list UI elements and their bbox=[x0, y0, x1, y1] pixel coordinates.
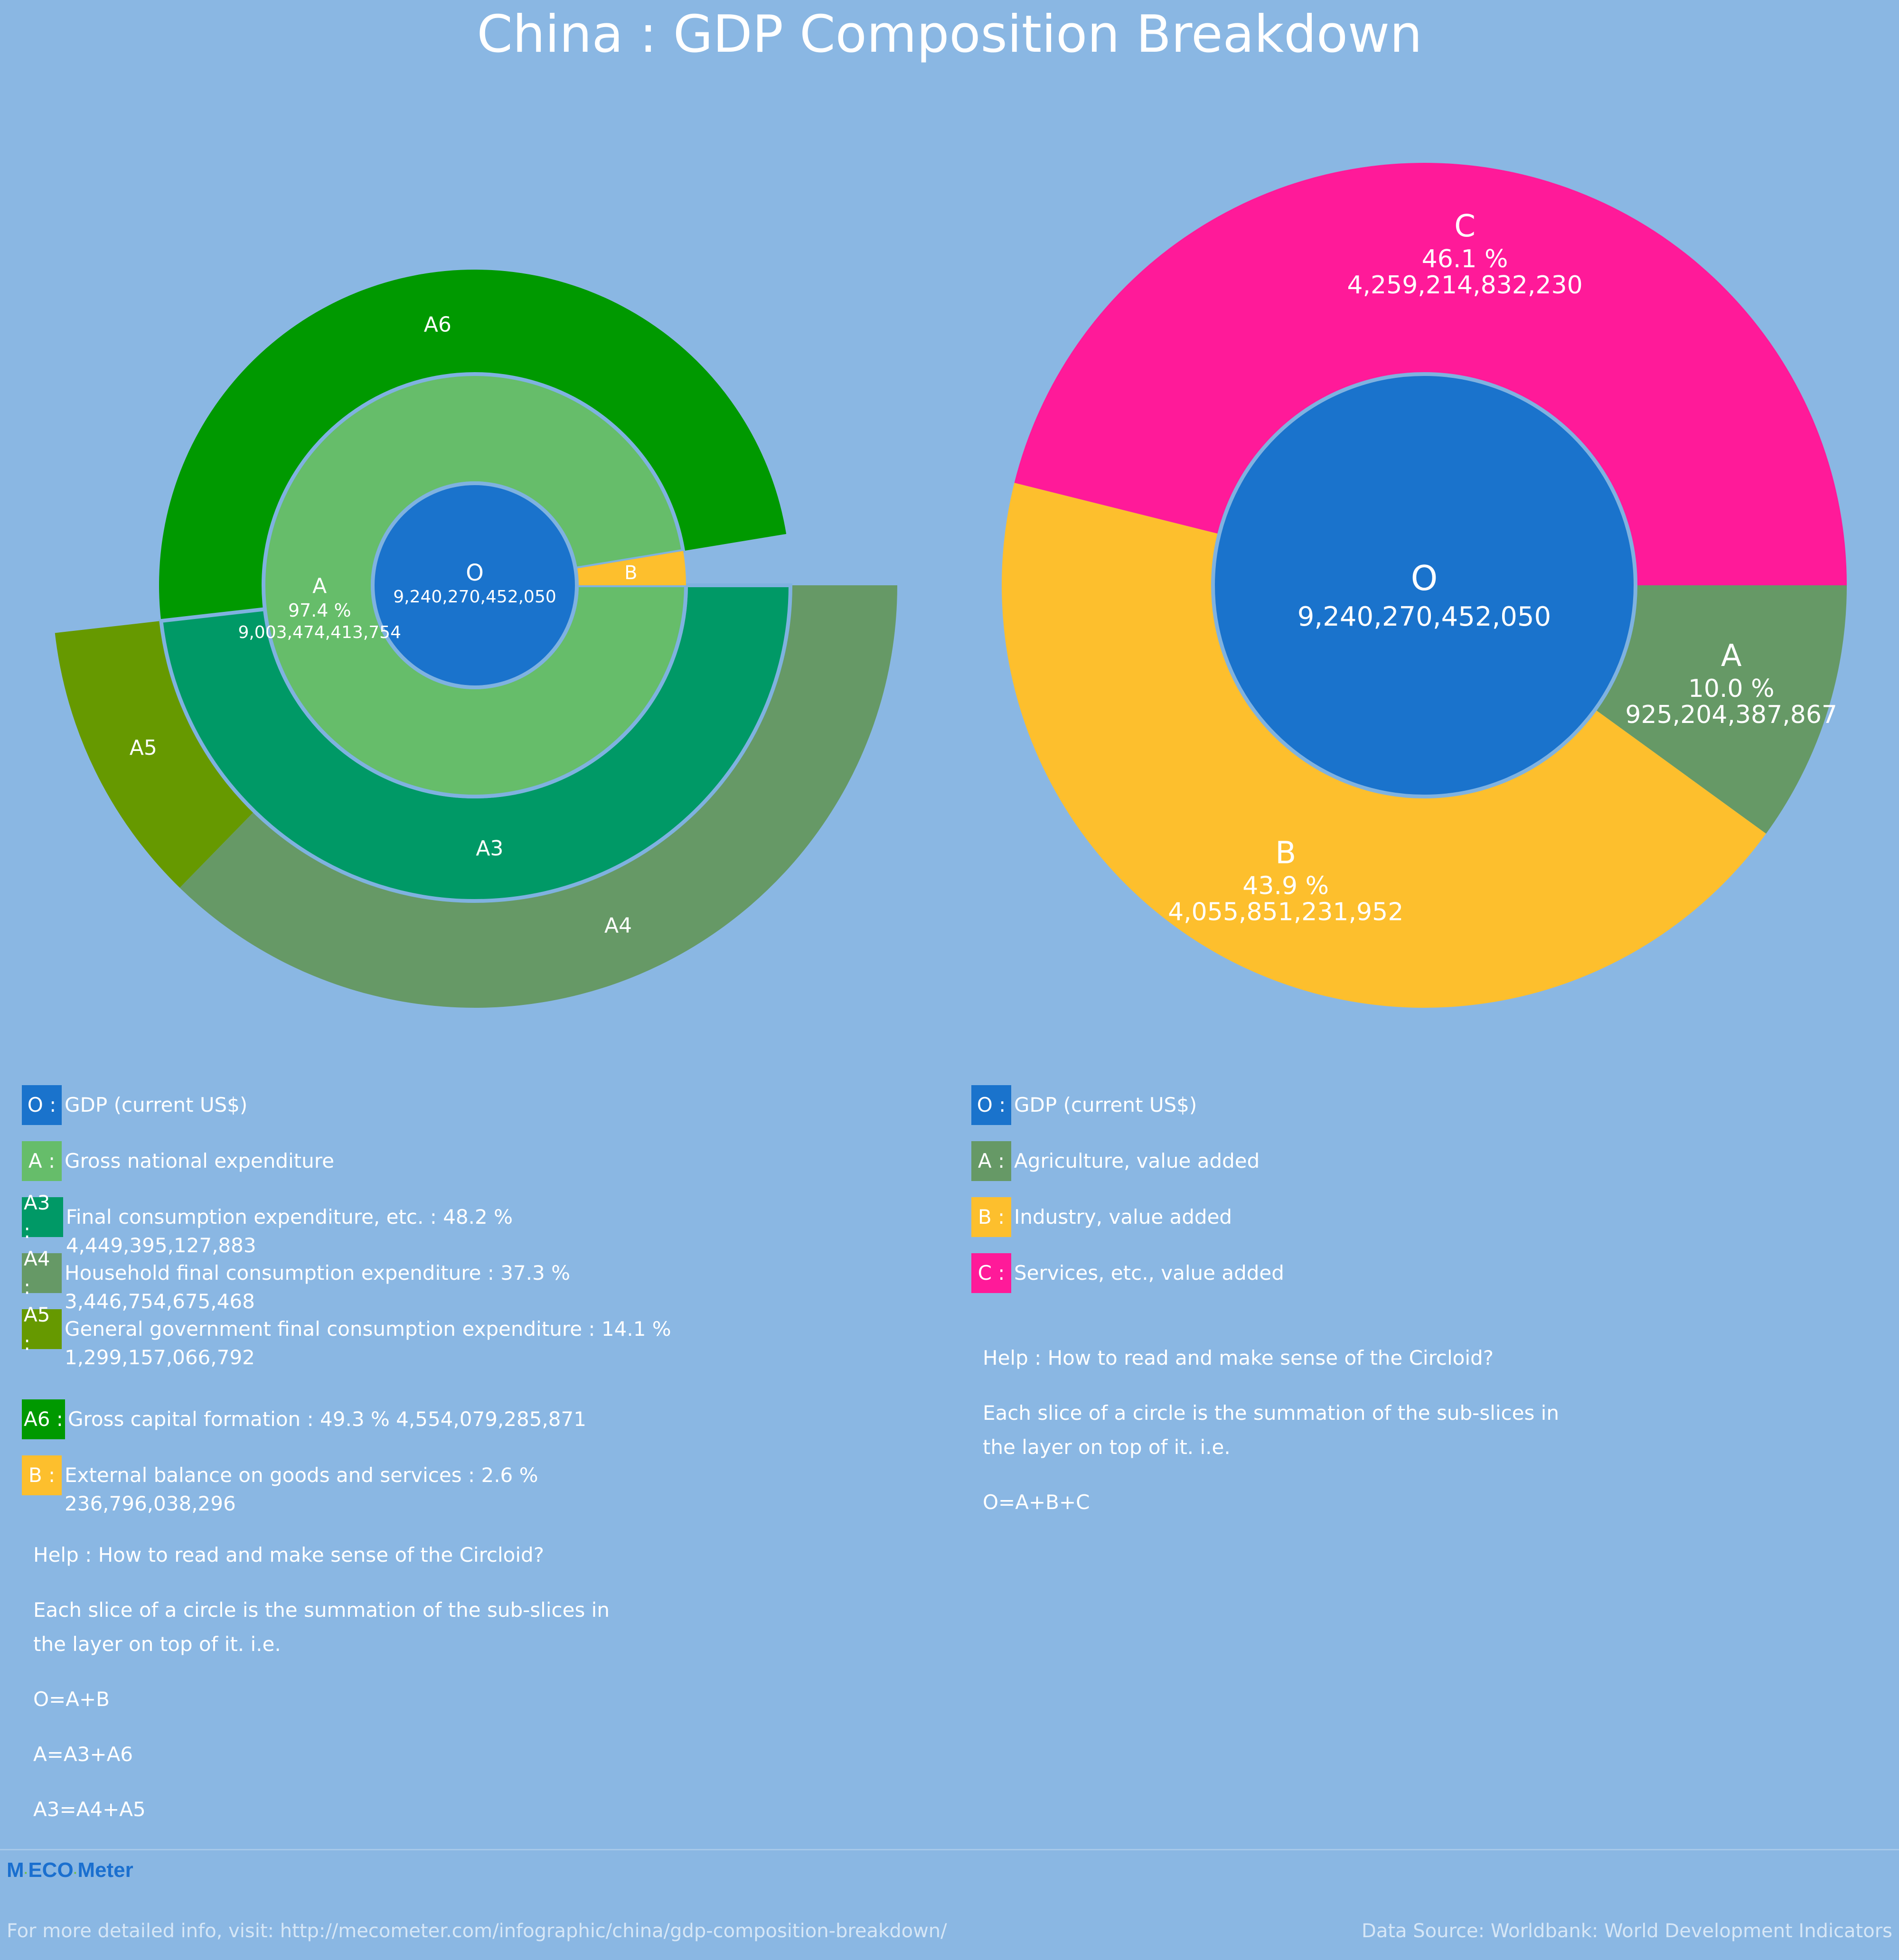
help-right-heading: Help : How to read and make sense of the… bbox=[983, 1346, 1494, 1369]
legend-left-item-a5: A5 : General government final consumption… bbox=[22, 1303, 677, 1372]
donut-center-o bbox=[1211, 372, 1637, 798]
help-left-formula-2: A=A3+A6 bbox=[33, 1743, 133, 1766]
label-o-value: 9,240,270,452,050 bbox=[393, 587, 556, 607]
ring2-slice-a6 bbox=[159, 269, 787, 623]
help-left: Help : How to read and make sense of the… bbox=[33, 1538, 631, 1847]
donut-label-c: C bbox=[1454, 209, 1476, 244]
ring1-slice-b bbox=[575, 551, 686, 585]
donut-label-a-value: 925,204,387,867 bbox=[1625, 701, 1837, 729]
donut-label-a: A bbox=[1721, 638, 1742, 674]
donut-label-c-value: 4,259,214,832,230 bbox=[1347, 271, 1582, 300]
label-a4: A4 bbox=[604, 913, 632, 938]
legend-left-item-a6: A6 : Gross capital formation : 49.3 % 4,5… bbox=[22, 1399, 586, 1439]
legend-left-swatch-a3: A3 : bbox=[22, 1191, 63, 1243]
legend-right-item-a: A : Agriculture, value added bbox=[971, 1141, 1260, 1181]
footer-link[interactable]: For more detailed info, visit: http://me… bbox=[7, 1920, 947, 1942]
ring3-slice-a5 bbox=[55, 621, 254, 888]
label-a: A bbox=[312, 574, 327, 598]
label-a3: A3 bbox=[476, 836, 503, 861]
left-sunburst-chart: A4 A5 A6 A3 B A97.4 % 9,003,474,413,754 O9,240,… bbox=[55, 269, 897, 1008]
donut-label-o: O bbox=[1411, 558, 1438, 598]
help-left-formula-3: A3=A4+A5 bbox=[33, 1798, 146, 1821]
legend-right-label-c: Services, etc., value added bbox=[1014, 1261, 1284, 1285]
footer-divider bbox=[0, 1849, 1899, 1850]
help-left-heading: Help : How to read and make sense of the… bbox=[33, 1543, 545, 1566]
legend-left-label-a6: Gross capital formation : 49.3 % 4,554,0… bbox=[67, 1407, 586, 1431]
label-a6: A6 bbox=[424, 313, 451, 337]
legend-right-swatch-a: A : bbox=[971, 1141, 1011, 1181]
legend-left-item-a: A : Gross national expenditure bbox=[22, 1141, 334, 1181]
legend-left-swatch-a6: A6 : bbox=[22, 1399, 65, 1439]
legend-left-item-a3: A3 : Final consumption expenditure, etc. … bbox=[22, 1191, 677, 1260]
legend-left-label-b: External balance on goods and services :… bbox=[65, 1463, 538, 1515]
label-o: O bbox=[466, 560, 484, 586]
donut-label-b: B bbox=[1275, 835, 1296, 871]
legend-left-label-a4: Household final consumption expenditure … bbox=[65, 1261, 571, 1313]
help-right-body: Each slice of a circle is the summation … bbox=[983, 1401, 1559, 1459]
legend-left-item-b: B : External balance on goods and service… bbox=[22, 1455, 677, 1518]
legend-left-label-o: GDP (current US$) bbox=[65, 1093, 248, 1116]
donut-label-c-percent: 46.1 % bbox=[1422, 245, 1508, 273]
help-left-body: Each slice of a circle is the summation … bbox=[33, 1598, 610, 1656]
logo-meter: Meter bbox=[77, 1858, 133, 1882]
legend-left-item-o: O : GDP (current US$) bbox=[22, 1085, 247, 1125]
ring3-slice-a4 bbox=[179, 585, 897, 1008]
legend-left-label-a5: General government final consumption exp… bbox=[65, 1317, 671, 1369]
legend-left-swatch-a5: A5 : bbox=[22, 1303, 62, 1355]
donut-slice-b bbox=[1002, 483, 1767, 1008]
page-title: China : GDP Composition Breakdown bbox=[477, 5, 1422, 64]
legend-left-swatch-a4: A4 : bbox=[22, 1247, 62, 1299]
donut-slice-a bbox=[1595, 585, 1847, 834]
help-left-formula-1: O=A+B bbox=[33, 1688, 110, 1711]
legend-left-item-a4: A4 : Household final consumption expendit… bbox=[22, 1247, 677, 1316]
right-donut-chart: C46.1 %4,259,214,832,230 B43.9 %4,055,851… bbox=[1002, 162, 1847, 1008]
legend-right-item-b: B : Industry, value added bbox=[971, 1197, 1232, 1237]
legend-right-label-b: Industry, value added bbox=[1014, 1205, 1232, 1229]
legend-left-swatch-b: B : bbox=[22, 1455, 62, 1495]
legend-right-label-o: GDP (current US$) bbox=[1014, 1093, 1197, 1116]
footer-source: Data Source: Worldbank: World Developmen… bbox=[1362, 1920, 1892, 1942]
label-a-percent: 97.4 % bbox=[288, 600, 351, 621]
legend-right-item-c: C : Services, etc., value added bbox=[971, 1253, 1284, 1293]
mecometer-logo[interactable]: M·ECO·Meter bbox=[7, 1858, 133, 1882]
logo-eco: ECO bbox=[28, 1858, 74, 1882]
center-circle-o bbox=[371, 481, 579, 689]
legend-left-swatch-a: A : bbox=[22, 1141, 62, 1181]
help-right-formula-1: O=A+B+C bbox=[983, 1491, 1090, 1514]
legend-right-label-a: Agriculture, value added bbox=[1014, 1149, 1260, 1172]
donut-label-b-percent: 43.9 % bbox=[1242, 872, 1329, 900]
donut-label-b-value: 4,055,851,231,952 bbox=[1168, 898, 1403, 926]
legend-right-swatch-b: B : bbox=[971, 1197, 1011, 1237]
donut-label-o-value: 9,240,270,452,050 bbox=[1297, 601, 1551, 632]
legend-left-swatch-o: O : bbox=[22, 1085, 62, 1125]
logo-m: M bbox=[7, 1858, 24, 1882]
donut-label-a-percent: 10.0 % bbox=[1688, 675, 1775, 703]
label-a5: A5 bbox=[130, 736, 157, 760]
legend-left-label-a3: Final consumption expenditure, etc. : 48… bbox=[66, 1205, 513, 1257]
legend-right-swatch-c: C : bbox=[971, 1253, 1011, 1293]
legend-right-swatch-o: O : bbox=[971, 1085, 1011, 1125]
legend-left-label-a: Gross national expenditure bbox=[65, 1149, 334, 1172]
legend-right-item-o: O : GDP (current US$) bbox=[971, 1085, 1197, 1125]
help-right: Help : How to read and make sense of the… bbox=[983, 1341, 1581, 1540]
label-a-value: 9,003,474,413,754 bbox=[238, 623, 401, 642]
label-b: B bbox=[624, 562, 637, 584]
